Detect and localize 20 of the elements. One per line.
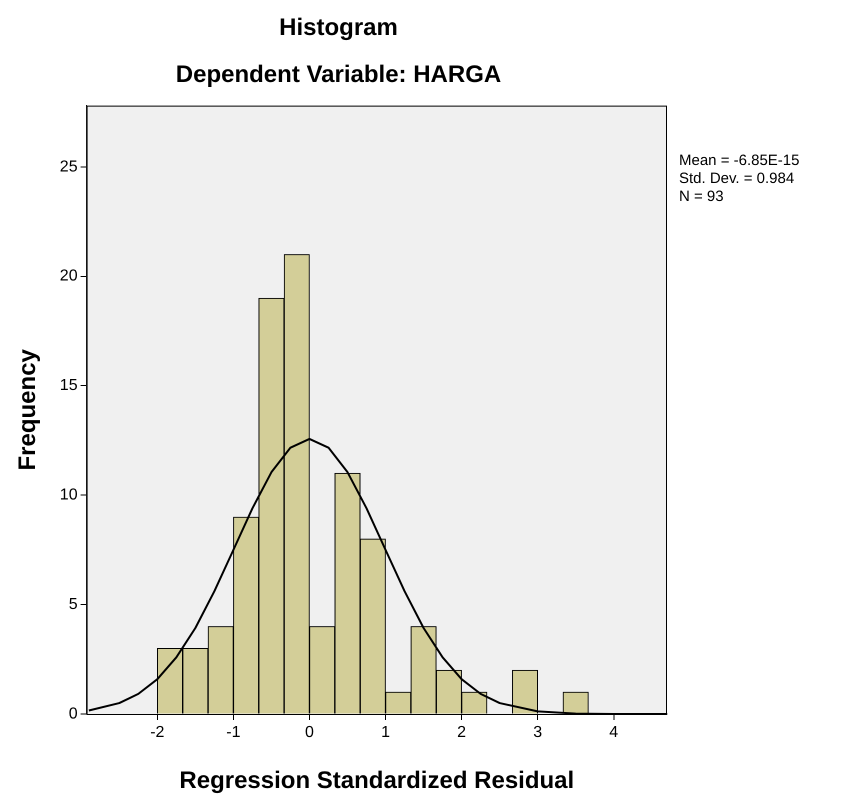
chart-title: Histogram [279, 14, 398, 42]
chart-subtitle: Dependent Variable: HARGA [176, 60, 502, 88]
x-tick-label: -1 [226, 724, 241, 742]
y-tick-label: 15 [60, 377, 78, 394]
y-tick-label: 20 [60, 268, 78, 285]
y-tick-label: 0 [68, 705, 78, 722]
x-tick-label: 0 [305, 724, 314, 742]
x-tick-label: 1 [381, 724, 390, 742]
text: Mean = -6.85E-15 [679, 152, 800, 170]
y-tick-label: 25 [60, 158, 78, 176]
text: Std. Dev. = 0.984 [679, 170, 794, 188]
x-tick-label: 3 [533, 724, 542, 742]
x-axis-title: Regression Standardized Residual [179, 767, 574, 794]
y-tick-label: 5 [68, 596, 78, 613]
x-tick-label: -2 [150, 724, 165, 742]
y-axis-title: Frequency [14, 348, 42, 470]
text: N = 93 [679, 188, 724, 206]
y-tick-label: 10 [60, 486, 78, 504]
x-tick-label: 2 [457, 724, 466, 742]
x-tick-label: 4 [609, 724, 618, 742]
